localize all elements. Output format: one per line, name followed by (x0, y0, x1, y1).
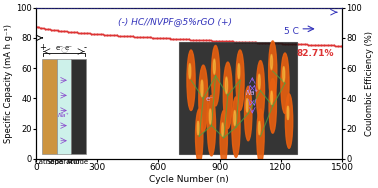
Y-axis label: Specific Capacity (mA h g⁻¹): Specific Capacity (mA h g⁻¹) (4, 24, 13, 143)
Text: Cathode: Cathode (35, 159, 64, 165)
Text: e⁻: e⁻ (205, 96, 214, 102)
Circle shape (201, 80, 203, 97)
Circle shape (281, 53, 289, 114)
Text: Separator: Separator (47, 159, 81, 165)
Bar (179, 42, 297, 154)
Circle shape (232, 97, 240, 157)
Text: (-) HC//NVPF@5%rGO (+): (-) HC//NVPF@5%rGO (+) (118, 17, 232, 26)
Circle shape (197, 121, 199, 135)
Circle shape (271, 91, 273, 105)
Circle shape (223, 62, 232, 129)
Text: 5 C: 5 C (284, 27, 299, 36)
Circle shape (213, 59, 215, 74)
Circle shape (287, 106, 289, 120)
X-axis label: Cycle Number (n): Cycle Number (n) (149, 175, 229, 184)
Circle shape (238, 64, 240, 79)
Circle shape (220, 111, 228, 165)
Bar (57, 59, 71, 154)
Text: Na⁺: Na⁺ (58, 113, 70, 118)
Circle shape (187, 50, 195, 111)
Circle shape (234, 111, 236, 126)
Circle shape (256, 61, 265, 121)
Bar (71, 59, 86, 154)
Text: ○: ○ (60, 45, 68, 54)
Circle shape (189, 64, 191, 79)
Circle shape (258, 74, 260, 89)
Circle shape (271, 55, 273, 70)
Circle shape (236, 50, 244, 111)
Circle shape (283, 67, 285, 82)
Circle shape (257, 109, 264, 163)
Text: e⁻: e⁻ (64, 45, 73, 51)
Text: e⁻: e⁻ (56, 45, 64, 51)
Circle shape (208, 95, 215, 156)
Circle shape (225, 77, 228, 94)
Text: Anode: Anode (67, 159, 89, 165)
Circle shape (246, 99, 248, 112)
Bar (42, 59, 57, 154)
Circle shape (245, 86, 252, 141)
Text: Na⁺: Na⁺ (246, 90, 259, 96)
Circle shape (209, 109, 211, 124)
Circle shape (269, 41, 277, 101)
Text: -: - (84, 43, 86, 52)
Circle shape (269, 79, 276, 133)
Circle shape (222, 123, 223, 136)
Circle shape (195, 109, 203, 163)
Circle shape (285, 94, 293, 148)
Circle shape (199, 65, 208, 132)
Circle shape (259, 121, 260, 135)
Y-axis label: Coulombic Efficiency (%): Coulombic Efficiency (%) (365, 31, 374, 136)
Text: 82.71%: 82.71% (297, 49, 335, 58)
Text: +: + (40, 43, 46, 52)
Circle shape (211, 45, 220, 106)
